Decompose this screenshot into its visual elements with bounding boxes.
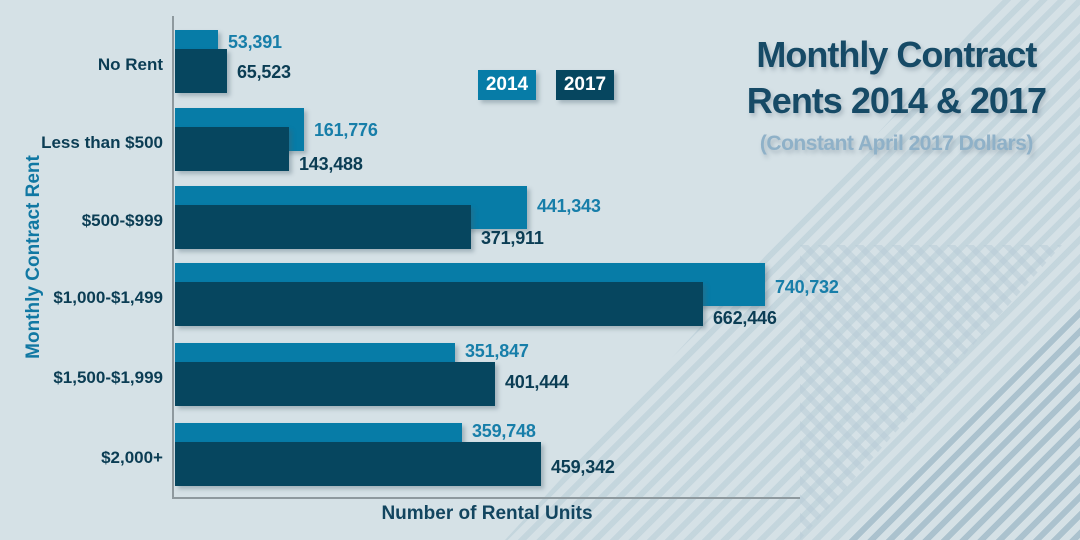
y-axis-line	[172, 16, 174, 498]
category-label: $1,500-$1,999	[53, 368, 163, 387]
value-label-2017: 143,488	[299, 154, 363, 174]
value-label-2014: 351,847	[465, 341, 529, 361]
chart-title-block: Monthly Contract Rents 2014 & 2017 (Cons…	[746, 32, 1047, 159]
x-axis-line	[172, 497, 800, 499]
chart-legend: 2014 2017	[478, 70, 614, 100]
value-label-2014: 740,732	[775, 277, 839, 297]
value-label-2017: 401,444	[505, 372, 569, 392]
bar-2017	[175, 49, 227, 93]
category-label: $1,000-$1,499	[53, 288, 163, 307]
bar-2017	[175, 205, 471, 249]
value-label-2014: 161,776	[314, 120, 378, 140]
value-label-2014: 53,391	[228, 32, 282, 52]
bar-2017	[175, 442, 541, 486]
value-label-2014: 441,343	[537, 196, 601, 216]
legend-item-2014: 2014	[478, 70, 536, 100]
bar-2017	[175, 362, 495, 406]
bar-2017	[175, 127, 289, 171]
value-label-2017: 65,523	[237, 62, 291, 82]
chart-subtitle: (Constant April 2017 Dollars)	[759, 132, 1033, 155]
value-label-2017: 459,342	[551, 457, 615, 477]
category-label: Less than $500	[41, 133, 163, 152]
x-axis-title: Number of Rental Units	[381, 503, 593, 524]
category-label: $2,000+	[101, 448, 163, 467]
value-label-2014: 359,748	[472, 421, 536, 441]
legend-item-2017: 2017	[556, 70, 614, 100]
y-axis-title: Monthly Contract Rent	[23, 155, 44, 359]
chart-title-line2: Rents 2014 & 2017	[746, 80, 1047, 121]
category-label: $500-$999	[81, 211, 163, 230]
value-label-2017: 371,911	[481, 228, 544, 248]
value-label-2017: 662,446	[713, 308, 777, 328]
bar-2017	[175, 282, 703, 326]
chart-title-line1: Monthly Contract	[756, 34, 1037, 75]
category-label: No Rent	[97, 55, 163, 74]
